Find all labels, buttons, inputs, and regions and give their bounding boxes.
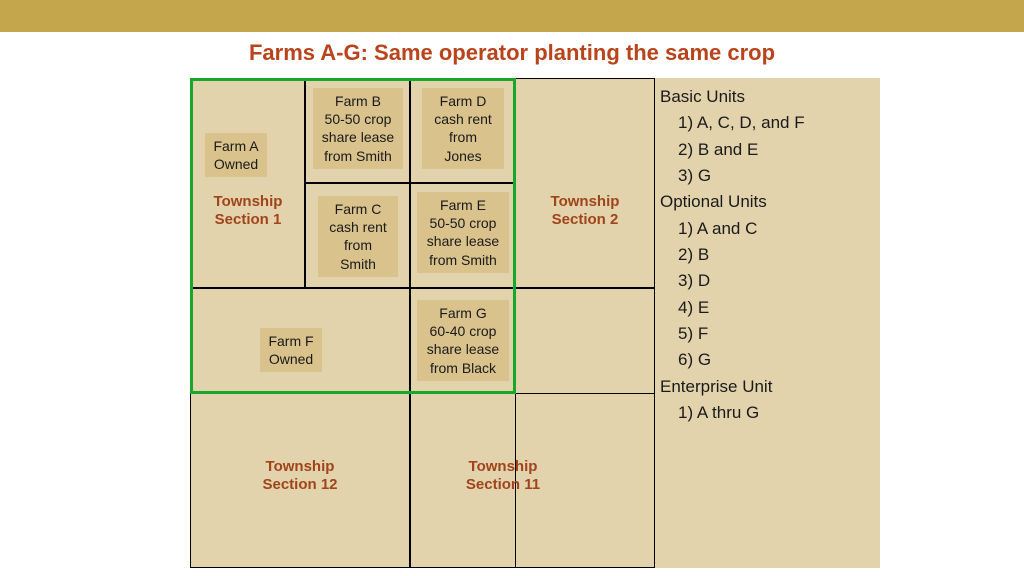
optional-units-header: Optional Units [660, 189, 875, 215]
main-panel: Farm AOwned Farm B50-50 cropshare leasef… [190, 78, 880, 568]
basic-units-header: Basic Units [660, 84, 875, 110]
optional-unit-item: 4) E [678, 295, 875, 321]
farm-e-box: Farm E50-50 cropshare leasefrom Smith [417, 192, 509, 273]
township-12-label: TownshipSection 12 [245, 458, 355, 494]
farm-d-box: Farm Dcash rentfromJones [422, 88, 504, 169]
basic-unit-item: 3) G [678, 163, 875, 189]
grid-s2 [515, 78, 655, 288]
optional-unit-item: 2) B [678, 242, 875, 268]
farm-g-box: Farm G60-40 cropshare leasefrom Black [417, 300, 509, 381]
farm-b-box: Farm B50-50 cropshare leasefrom Smith [313, 88, 403, 169]
basic-unit-item: 1) A, C, D, and F [678, 110, 875, 136]
unit-list: Basic Units 1) A, C, D, and F 2) B and E… [660, 84, 875, 426]
township-11-label: TownshipSection 11 [448, 458, 558, 494]
optional-unit-item: 3) D [678, 268, 875, 294]
township-1-label: TownshipSection 1 [198, 193, 298, 229]
page-title: Farms A-G: Same operator planting the sa… [0, 32, 1024, 70]
optional-unit-item: 5) F [678, 321, 875, 347]
enterprise-unit-header: Enterprise Unit [660, 374, 875, 400]
farm-f-box: Farm FOwned [260, 328, 322, 372]
township-2-label: TownshipSection 2 [530, 193, 640, 229]
enterprise-unit-item: 1) A thru G [678, 400, 875, 426]
header-bar [0, 0, 1024, 32]
farm-a-box: Farm AOwned [205, 133, 267, 177]
basic-unit-item: 2) B and E [678, 137, 875, 163]
farm-c-box: Farm Ccash rentfromSmith [318, 196, 398, 277]
optional-unit-item: 6) G [678, 347, 875, 373]
township-diagram: Farm AOwned Farm B50-50 cropshare leasef… [190, 78, 655, 568]
optional-unit-item: 1) A and C [678, 216, 875, 242]
